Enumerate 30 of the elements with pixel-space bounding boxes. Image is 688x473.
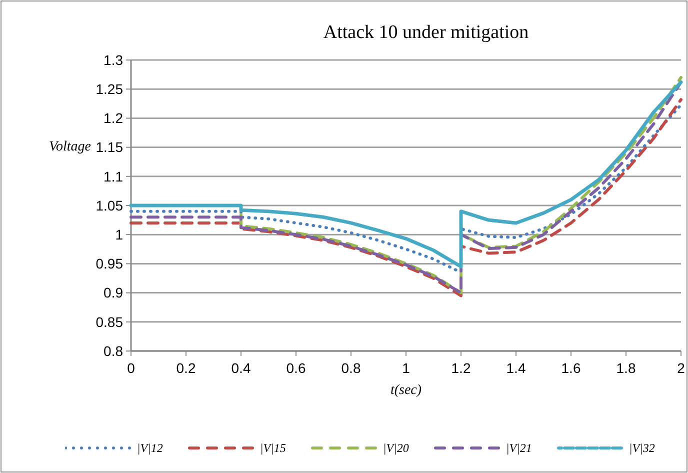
y-tick-label: 1.3 <box>104 52 124 68</box>
x-tick-label: 0.6 <box>286 360 306 376</box>
x-tick-label: 1.8 <box>616 360 636 376</box>
x-tick-label: 1.4 <box>506 360 526 376</box>
legend-label: |V|20 <box>383 441 409 456</box>
y-tick-label: 1.15 <box>96 139 124 156</box>
y-tick-label: 0.85 <box>96 314 124 330</box>
legend-label: |V|21 <box>506 441 532 456</box>
y-tick-label: 1.1 <box>104 168 124 184</box>
x-tick-label: 0.4 <box>231 360 251 376</box>
legend-label: |V|15 <box>260 441 286 456</box>
legend-label: |V|12 <box>137 441 163 456</box>
y-tick-label: 0.9 <box>104 284 124 301</box>
x-tick-label: 1.2 <box>451 360 471 376</box>
x-tick-label: 0.2 <box>176 360 196 376</box>
chart-title: Attack 10 under mitigation <box>323 22 530 43</box>
y-tick-label: 1.25 <box>96 81 124 97</box>
x-tick-label: 1.6 <box>561 360 581 376</box>
x-tick-label: 0 <box>127 360 136 376</box>
y-axis-title: Voltage <box>49 139 91 154</box>
x-tick-label: 2 <box>677 360 686 376</box>
y-tick-label: 1.2 <box>104 110 124 126</box>
x-axis-title: t(sec) <box>390 383 422 398</box>
y-tick-label: 1 <box>115 226 124 242</box>
x-tick-label: 0.8 <box>341 360 361 376</box>
legend-label: |V|32 <box>629 441 655 456</box>
x-tick-label: 1 <box>402 360 410 376</box>
y-tick-label: 1.05 <box>96 197 124 214</box>
y-tick-label: 0.8 <box>104 342 124 359</box>
y-tick-label: 0.95 <box>96 256 124 272</box>
